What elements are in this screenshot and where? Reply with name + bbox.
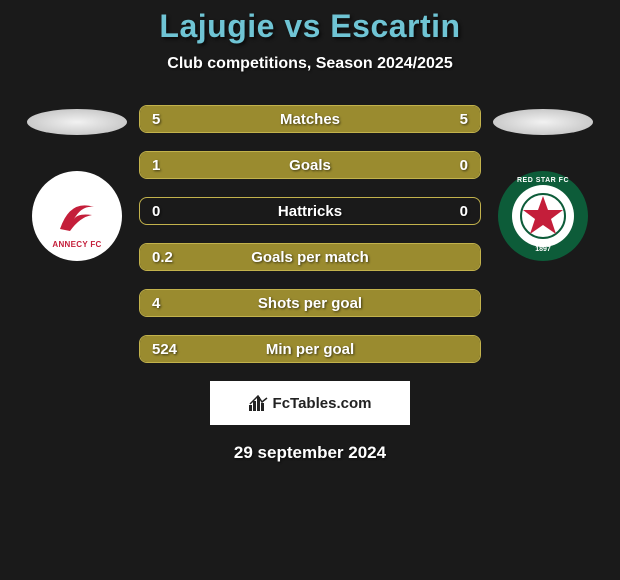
stat-row: 4Shots per goal xyxy=(139,289,481,317)
left-player-column: ANNECY FC xyxy=(27,105,127,261)
fctables-logo-icon xyxy=(249,395,269,411)
stat-label: Min per goal xyxy=(140,341,480,358)
page-subtitle: Club competitions, Season 2024/2025 xyxy=(0,55,620,73)
date-text: 29 september 2024 xyxy=(0,443,620,463)
stat-label: Hattricks xyxy=(140,203,480,220)
star-icon xyxy=(519,192,567,240)
right-club-year: 1897 xyxy=(498,246,588,253)
content-row: ANNECY FC 55Matches 10Goals 00Hattricks 0.2… xyxy=(0,105,620,363)
comparison-card: Lajugie vs Escartin Club competitions, S… xyxy=(0,0,620,463)
stat-row: 00Hattricks xyxy=(139,197,481,225)
stats-bars: 55Matches 10Goals 00Hattricks 0.2Goals per … xyxy=(139,105,481,363)
left-club-logo: ANNECY FC xyxy=(32,171,122,261)
footer-brand-text: FcTables.com xyxy=(273,395,372,412)
page-title: Lajugie vs Escartin xyxy=(0,8,620,45)
right-club-logo: RED STAR FC 1897 xyxy=(498,171,588,261)
stat-label: Goals per match xyxy=(140,249,480,266)
stat-label: Matches xyxy=(140,111,480,128)
footer-brand-box[interactable]: FcTables.com xyxy=(210,381,410,425)
stat-row: 0.2Goals per match xyxy=(139,243,481,271)
redstar-inner-circle xyxy=(512,185,574,247)
stat-label: Shots per goal xyxy=(140,295,480,312)
left-player-placeholder xyxy=(27,109,127,135)
left-club-name: ANNECY FC xyxy=(32,240,122,249)
right-player-column: RED STAR FC 1897 xyxy=(493,105,593,261)
stat-row: 55Matches xyxy=(139,105,481,133)
stat-row: 524Min per goal xyxy=(139,335,481,363)
stat-label: Goals xyxy=(140,157,480,174)
stat-row: 10Goals xyxy=(139,151,481,179)
annecy-swoosh-icon xyxy=(52,191,102,241)
right-player-placeholder xyxy=(493,109,593,135)
right-club-name: RED STAR FC xyxy=(498,177,588,184)
